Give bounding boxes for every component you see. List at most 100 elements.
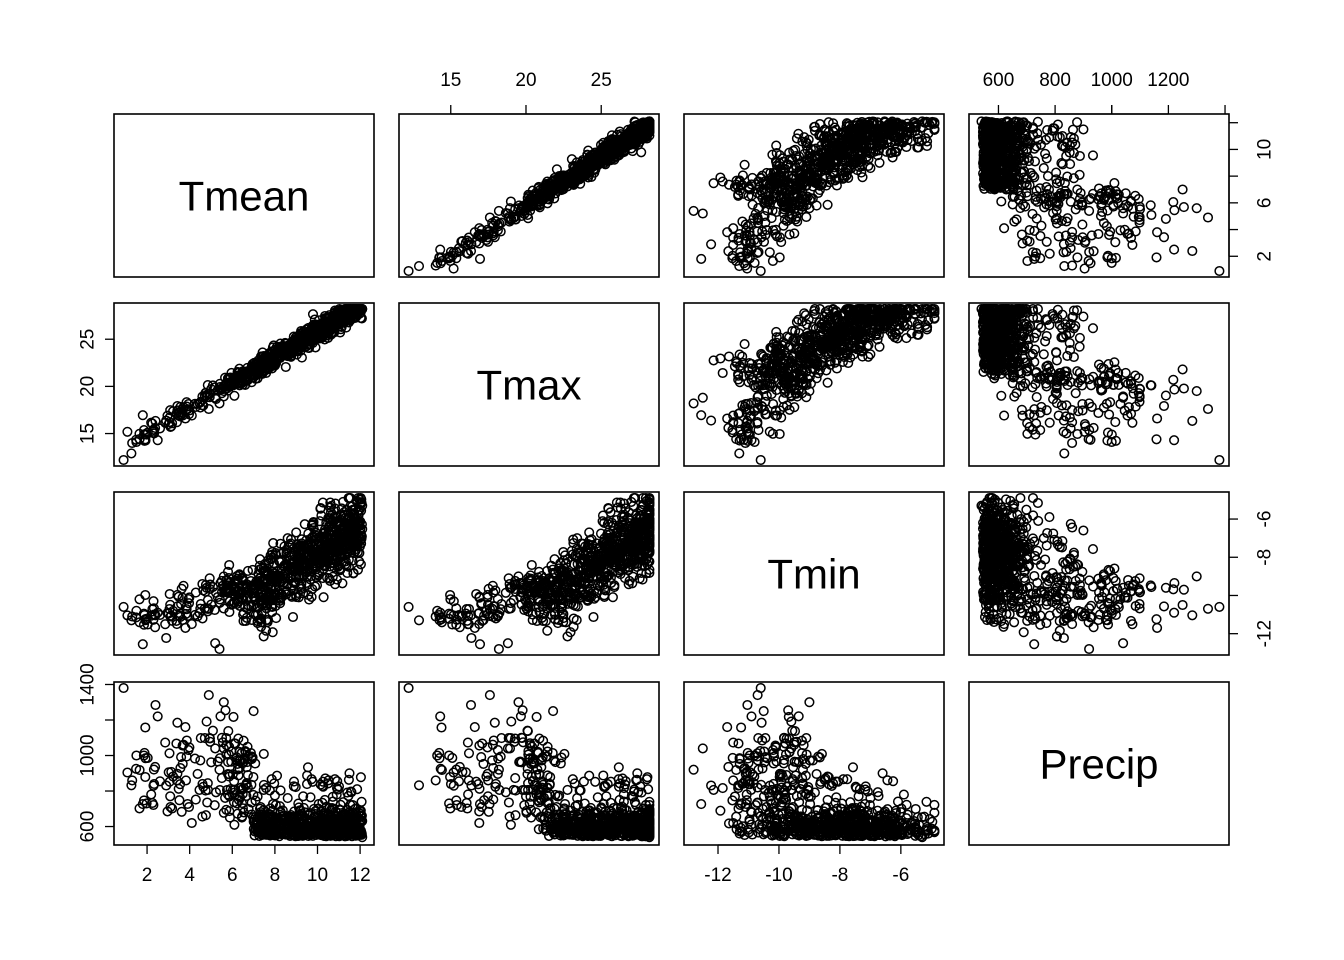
data-point bbox=[996, 196, 1007, 207]
data-point bbox=[865, 163, 876, 174]
data-point bbox=[755, 265, 766, 277]
data-point bbox=[576, 170, 587, 181]
data-point bbox=[766, 213, 777, 224]
data-point bbox=[822, 377, 833, 388]
data-point bbox=[517, 202, 528, 213]
data-point bbox=[1029, 156, 1041, 167]
data-point bbox=[1079, 263, 1090, 274]
panel-tmean-vs-precip bbox=[968, 113, 1230, 278]
data-point bbox=[1177, 184, 1188, 195]
data-point bbox=[733, 190, 744, 201]
data-point bbox=[696, 253, 707, 264]
data-point bbox=[1041, 330, 1052, 342]
panel-tmean-vs-tmin bbox=[683, 113, 945, 278]
data-point bbox=[688, 398, 699, 409]
data-point bbox=[606, 130, 618, 141]
data-point bbox=[696, 410, 707, 421]
data-point bbox=[697, 392, 708, 403]
panel-frame bbox=[683, 113, 945, 278]
data-point bbox=[996, 390, 1007, 401]
data-point bbox=[615, 144, 626, 155]
variable-label-tmax: Tmax bbox=[477, 362, 582, 409]
data-point bbox=[504, 203, 516, 214]
data-point bbox=[740, 219, 751, 230]
data-point bbox=[510, 214, 521, 225]
data-point bbox=[523, 200, 534, 211]
variable-label-tmean: Tmean bbox=[179, 173, 310, 220]
data-point bbox=[626, 131, 637, 142]
data-point bbox=[118, 454, 129, 466]
data-point bbox=[862, 151, 873, 162]
data-point bbox=[753, 246, 764, 258]
data-point bbox=[445, 252, 456, 263]
data-point bbox=[1059, 448, 1070, 459]
data-point bbox=[1074, 332, 1085, 343]
data-point bbox=[829, 122, 840, 133]
data-point bbox=[482, 232, 493, 243]
data-point bbox=[1158, 400, 1170, 412]
data-point bbox=[1151, 252, 1162, 263]
data-point bbox=[1151, 434, 1162, 445]
data-point bbox=[1044, 417, 1055, 428]
data-point bbox=[413, 261, 425, 272]
data-point bbox=[706, 239, 717, 250]
data-point bbox=[784, 147, 795, 158]
data-point bbox=[644, 117, 655, 128]
data-point bbox=[1044, 248, 1055, 259]
data-point bbox=[1077, 219, 1088, 230]
data-point bbox=[741, 225, 752, 236]
data-point bbox=[594, 156, 605, 167]
data-point bbox=[137, 410, 148, 421]
panel-tmean-vs-tmean: Tmean bbox=[113, 113, 375, 278]
data-point bbox=[867, 116, 878, 127]
data-point bbox=[1187, 245, 1198, 257]
data-point bbox=[737, 170, 748, 181]
data-point bbox=[1168, 374, 1179, 385]
data-point bbox=[603, 146, 615, 157]
data-point bbox=[784, 229, 795, 240]
data-point bbox=[1040, 336, 1051, 347]
data-point bbox=[706, 415, 717, 426]
panel-tmax-vs-tmax: Tmax bbox=[398, 302, 660, 467]
data-point bbox=[809, 121, 820, 132]
data-point bbox=[742, 243, 753, 254]
data-point bbox=[1093, 407, 1104, 419]
data-point bbox=[474, 253, 486, 264]
data-point bbox=[1087, 323, 1099, 334]
data-point bbox=[793, 128, 804, 139]
data-point bbox=[919, 117, 930, 128]
data-point bbox=[857, 172, 868, 183]
data-point bbox=[863, 160, 874, 172]
data-point bbox=[578, 167, 590, 178]
data-point bbox=[307, 309, 319, 320]
data-point bbox=[901, 333, 912, 344]
data-point bbox=[717, 367, 728, 379]
data-point bbox=[280, 361, 291, 373]
data-point bbox=[1214, 265, 1225, 277]
data-point bbox=[841, 118, 852, 129]
data-point bbox=[1011, 214, 1022, 225]
data-point bbox=[1031, 392, 1042, 403]
data-point bbox=[1041, 236, 1052, 247]
data-point bbox=[813, 187, 824, 199]
data-point bbox=[550, 174, 561, 185]
data-point bbox=[767, 255, 778, 267]
data-point bbox=[771, 148, 782, 159]
data-point bbox=[1072, 252, 1083, 263]
data-point bbox=[630, 139, 641, 150]
data-point bbox=[526, 199, 538, 210]
data-point bbox=[550, 181, 561, 192]
data-point bbox=[753, 203, 764, 214]
data-point bbox=[797, 136, 808, 147]
data-point bbox=[697, 208, 708, 219]
data-point bbox=[1169, 435, 1180, 446]
data-point bbox=[1202, 212, 1214, 223]
panel-tmean-vs-tmax bbox=[398, 113, 660, 278]
data-point bbox=[534, 200, 545, 211]
data-point bbox=[1202, 403, 1214, 415]
data-point bbox=[454, 246, 465, 257]
data-point bbox=[1160, 213, 1171, 224]
data-point bbox=[1169, 205, 1180, 216]
data-point bbox=[122, 426, 133, 437]
